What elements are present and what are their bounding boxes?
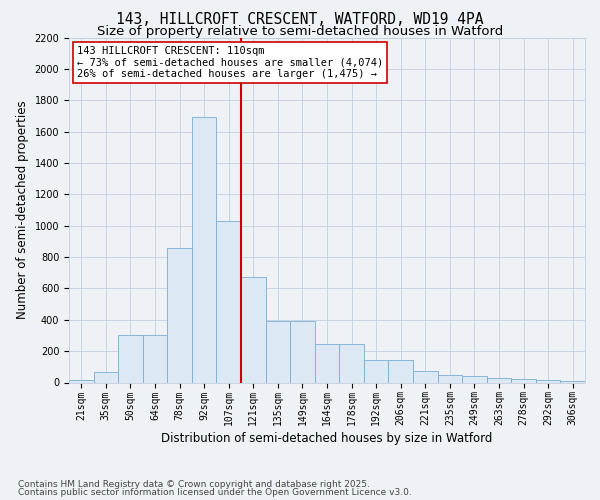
X-axis label: Distribution of semi-detached houses by size in Watford: Distribution of semi-detached houses by … [161, 432, 493, 446]
Bar [388, 360, 413, 382]
Bar [167, 248, 192, 382]
Bar [413, 370, 437, 382]
Bar [511, 380, 536, 382]
Bar [241, 278, 266, 382]
Bar [94, 372, 118, 382]
Bar [266, 322, 290, 382]
Text: 143 HILLCROFT CRESCENT: 110sqm
← 73% of semi-detached houses are smaller (4,074): 143 HILLCROFT CRESCENT: 110sqm ← 73% of … [77, 46, 383, 80]
Bar [560, 381, 585, 382]
Bar [192, 118, 217, 382]
Bar [462, 376, 487, 382]
Bar [364, 360, 388, 382]
Bar [143, 334, 167, 382]
Y-axis label: Number of semi-detached properties: Number of semi-detached properties [16, 100, 29, 320]
Bar [118, 334, 143, 382]
Bar [536, 380, 560, 382]
Bar [290, 322, 315, 382]
Bar [69, 380, 94, 382]
Bar [217, 221, 241, 382]
Text: Size of property relative to semi-detached houses in Watford: Size of property relative to semi-detach… [97, 25, 503, 38]
Text: Contains HM Land Registry data © Crown copyright and database right 2025.: Contains HM Land Registry data © Crown c… [18, 480, 370, 489]
Text: Contains public sector information licensed under the Open Government Licence v3: Contains public sector information licen… [18, 488, 412, 497]
Bar [339, 344, 364, 383]
Text: 143, HILLCROFT CRESCENT, WATFORD, WD19 4PA: 143, HILLCROFT CRESCENT, WATFORD, WD19 4… [116, 12, 484, 28]
Bar [487, 378, 511, 382]
Bar [315, 344, 339, 383]
Bar [437, 376, 462, 382]
